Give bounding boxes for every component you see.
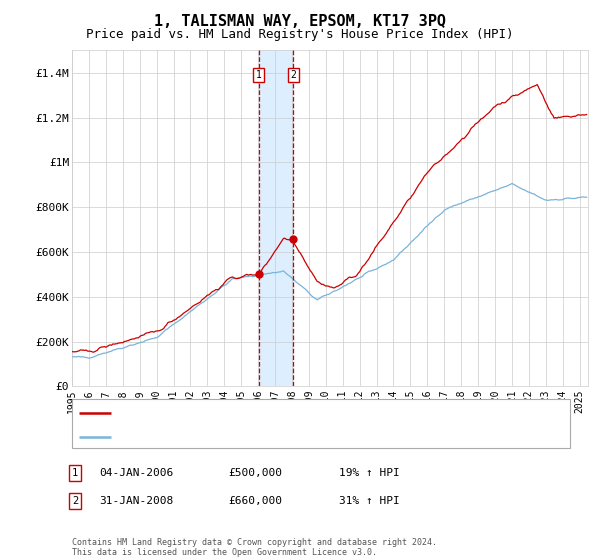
Bar [259, 50, 293, 386]
Text: 2: 2 [72, 496, 78, 506]
Text: 31% ↑ HPI: 31% ↑ HPI [339, 496, 400, 506]
Text: 1: 1 [256, 70, 262, 80]
Text: 1: 1 [72, 468, 78, 478]
Text: 1, TALISMAN WAY, EPSOM, KT17 3PQ: 1, TALISMAN WAY, EPSOM, KT17 3PQ [154, 14, 446, 29]
Text: Contains HM Land Registry data © Crown copyright and database right 2024.
This d: Contains HM Land Registry data © Crown c… [72, 538, 437, 557]
Text: £660,000: £660,000 [228, 496, 282, 506]
Text: 2: 2 [290, 70, 296, 80]
Text: 04-JAN-2006: 04-JAN-2006 [99, 468, 173, 478]
Text: HPI: Average price, detached house, Reigate and Banstead: HPI: Average price, detached house, Reig… [115, 432, 465, 442]
Text: 1, TALISMAN WAY, EPSOM, KT17 3PQ (detached house): 1, TALISMAN WAY, EPSOM, KT17 3PQ (detach… [115, 408, 421, 418]
Text: £500,000: £500,000 [228, 468, 282, 478]
Text: 19% ↑ HPI: 19% ↑ HPI [339, 468, 400, 478]
Text: 31-JAN-2008: 31-JAN-2008 [99, 496, 173, 506]
Text: Price paid vs. HM Land Registry's House Price Index (HPI): Price paid vs. HM Land Registry's House … [86, 28, 514, 41]
